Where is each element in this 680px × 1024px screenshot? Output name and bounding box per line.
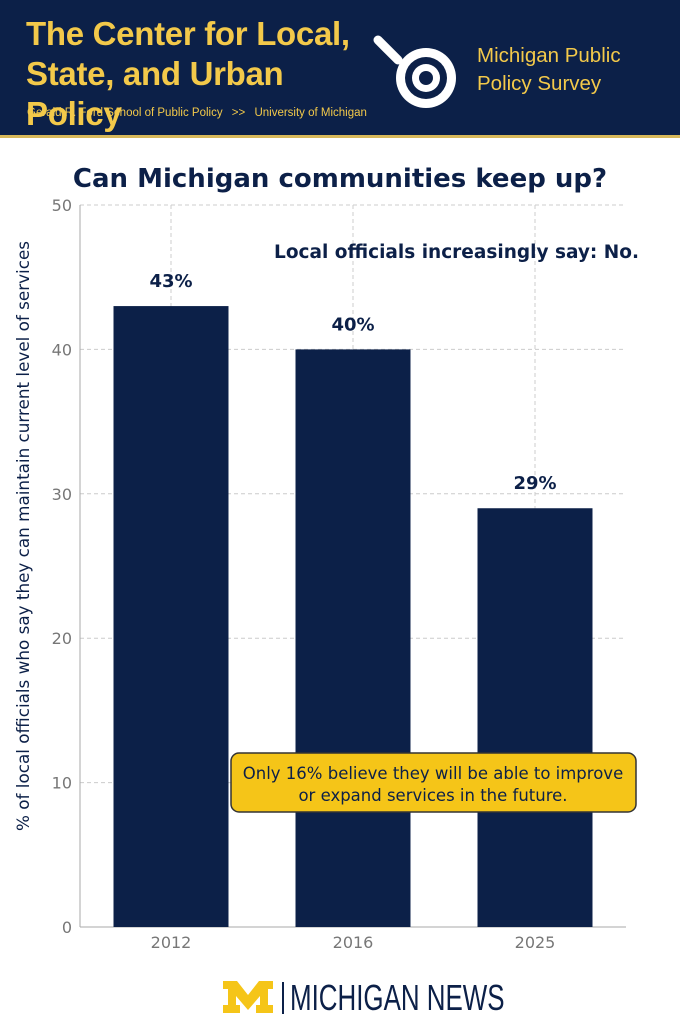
y-tick-label: 40 — [52, 340, 72, 359]
y-tick-label: 0 — [62, 918, 72, 937]
footer-brand: MICHIGAN NEWS — [0, 978, 680, 1018]
chart-title: Can Michigan communities keep up? — [72, 164, 608, 194]
y-tick-label: 30 — [52, 485, 72, 504]
org-title-line2: State, and Urban Policy — [26, 55, 284, 132]
y-tick-label: 20 — [52, 629, 72, 648]
annotation-line1: Only 16% believe they will be able to im… — [243, 764, 623, 783]
magnifier-target-icon — [373, 35, 456, 108]
block-m-icon — [223, 981, 273, 1013]
breadcrumb-separator: >> — [231, 107, 246, 119]
org-subtitle: Gerald R. Ford School of Public Policy >… — [27, 107, 367, 119]
school-name: Gerald R. Ford School of Public Policy — [27, 107, 223, 119]
annotation-box — [230, 752, 637, 813]
survey-title: Michigan Public Policy Survey — [477, 42, 657, 98]
data-label: 29% — [513, 473, 556, 494]
chart-subtitle: Local officials increasingly say: No. — [274, 242, 639, 263]
data-label: 40% — [331, 314, 374, 335]
y-axis-label: % of local officials who say they can ma… — [14, 241, 33, 831]
header-banner: The Center for Local, State, and Urban P… — [0, 0, 680, 138]
y-tick-label: 50 — [52, 196, 72, 215]
survey-title-line1: Michigan Public — [477, 44, 621, 67]
survey-title-line2: Policy Survey — [477, 72, 602, 95]
bar-2016 — [295, 349, 411, 927]
footer-brand-text: MICHIGAN NEWS — [290, 977, 505, 1018]
bar-2025 — [477, 508, 593, 927]
university-name: University of Michigan — [254, 107, 367, 119]
x-tick-label: 2025 — [515, 933, 556, 952]
x-tick-label: 2016 — [333, 933, 374, 952]
data-label: 43% — [149, 271, 192, 292]
org-title: The Center for Local, State, and Urban P… — [26, 14, 376, 134]
annotation-line2: or expand services in the future. — [298, 786, 567, 805]
bar-2012 — [113, 306, 229, 928]
bar-chart: 0 10 20 30 40 50 43% 2012 40% 2016 29% 2025 % of loc… — [14, 196, 639, 952]
org-title-line1: The Center for Local, — [26, 15, 350, 52]
footer-divider — [282, 982, 284, 1014]
y-tick-label: 10 — [52, 774, 72, 793]
x-tick-label: 2012 — [151, 933, 192, 952]
